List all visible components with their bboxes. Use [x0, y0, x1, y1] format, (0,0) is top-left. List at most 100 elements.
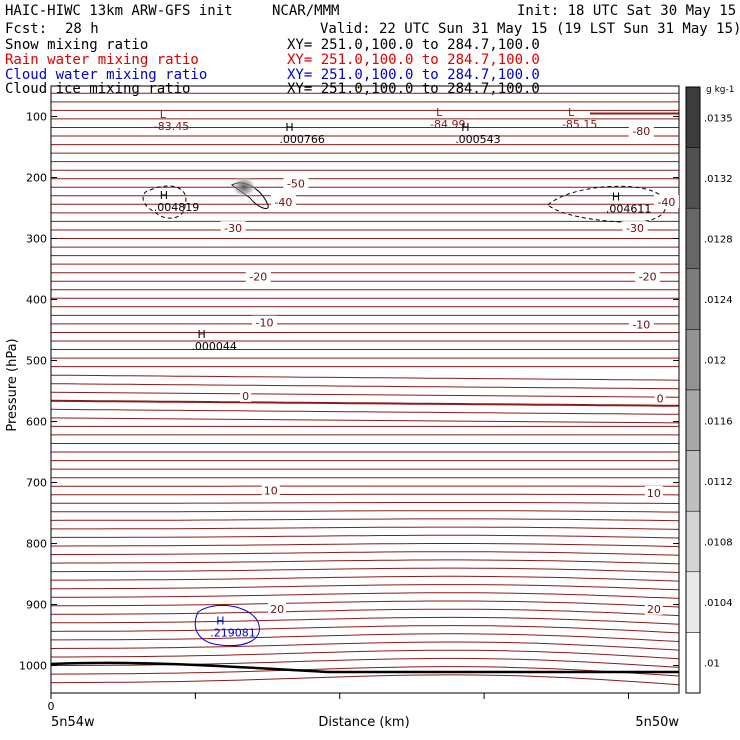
- snow-shading-blob: [231, 176, 257, 198]
- temperature-contour-label: -40: [274, 196, 292, 209]
- extremum-value: .219081: [210, 626, 256, 639]
- colorbar-label: .0132: [704, 174, 733, 185]
- colorbar: .0135 .0132 .0128 .0124 .012 .0116 .0112 .0108.…: [685, 86, 733, 694]
- extremum-value: .000044: [191, 340, 237, 353]
- extremum-value: .004819: [154, 201, 200, 214]
- temperature-contour-line: [50, 641, 680, 651]
- extremum-letter: L: [160, 108, 167, 121]
- contour-label-bg: [628, 317, 654, 331]
- forecast-label: Fcst:: [5, 21, 48, 37]
- extremum-letter: L: [568, 106, 575, 119]
- valid-time: Valid: 22 UTC Sun 31 May 15 (19 LST Sun …: [320, 21, 740, 37]
- field-cloudwater-xy: XY= 251.0,100.0 to 284.7,100.0: [287, 67, 540, 83]
- temperature-contour-line: [50, 600, 680, 608]
- cloud-ice-contours: [142, 182, 667, 647]
- y-axis-label: Pressure (hPa): [5, 338, 20, 431]
- y-tick-label: 400: [26, 294, 47, 307]
- contour-labels: -80 -50 -40 -40 -30 -30 -20 -20 -10 -10 0 0 10 10 20 20: [220, 124, 679, 616]
- temperature-contour-label: 10: [264, 484, 278, 497]
- colorbar-segment: [685, 510, 701, 573]
- contour-label-bg: [240, 388, 252, 402]
- y-tick-label: 200: [26, 172, 47, 185]
- contour-label-bg: [654, 391, 666, 405]
- temperature-contours: [50, 92, 680, 686]
- y-tick-label: 500: [26, 355, 47, 368]
- extremum-letter: H: [461, 121, 469, 134]
- temperature-contour-label: -50: [287, 178, 305, 191]
- temperature-contour-line: [50, 518, 680, 522]
- temperature-contour-label: -10: [256, 317, 274, 330]
- colorbar-label: .0116: [704, 416, 733, 427]
- forecast-hours: 28 h: [65, 21, 99, 37]
- temperature-contour-label: -30: [224, 222, 242, 235]
- contour-label-bg: [270, 194, 296, 208]
- terrain-line: [50, 661, 679, 674]
- cloud-ice-contour: [547, 185, 667, 223]
- extremum-letter: H: [612, 190, 620, 203]
- contour-label-bg: [622, 221, 648, 235]
- field-rain-name: Rain water mixing ratio: [5, 52, 199, 68]
- temperature-contour-line: [51, 575, 680, 582]
- colorbar-label: .0112: [704, 477, 733, 488]
- y-tick-label: 600: [26, 416, 47, 429]
- colorbar-segment: [685, 207, 701, 270]
- temperature-contour-line: [50, 399, 680, 407]
- colorbar-label: .0135: [704, 113, 733, 124]
- contour-label-bg: [252, 315, 278, 329]
- colorbar-segment: [685, 329, 701, 391]
- contour-label-bg: [245, 269, 271, 283]
- plot-border: [50, 85, 680, 694]
- contour-label-bg: [644, 601, 663, 615]
- colorbar-segment: [685, 632, 701, 694]
- x-tick-zero: 0: [48, 700, 55, 713]
- temperature-contour-line: [51, 584, 680, 591]
- colorbar-label: .0124: [704, 295, 733, 306]
- field-snow-xy: XY= 251.0,100.0 to 284.7,100.0: [287, 37, 540, 53]
- temperature-contour-line: [51, 543, 680, 548]
- y-tick-label: 700: [26, 477, 47, 490]
- cloud-ice-contour: [142, 185, 187, 219]
- temperature-contour-line: [51, 649, 680, 660]
- temperature-contour-line: [51, 633, 680, 642]
- temperature-contour-line: [50, 374, 680, 381]
- x-axis-label: Distance (km): [318, 715, 409, 730]
- colorbar-label: .012: [704, 356, 726, 367]
- temperature-contour-line: [50, 417, 680, 424]
- temperature-contour-line: [51, 657, 680, 668]
- temperature-contour-line: [50, 625, 680, 634]
- colorbar-label: .0104: [704, 598, 733, 609]
- colorbar-unit: g kg-1: [706, 85, 734, 95]
- temperature-contour-line: [50, 391, 680, 398]
- contour-label-bg: [644, 485, 663, 499]
- y-tick-label: 900: [26, 599, 47, 612]
- center-label: NCAR/MMM: [272, 3, 340, 19]
- extremum-value: .000766: [279, 133, 325, 146]
- extremum-value: -84.99: [430, 118, 465, 131]
- temperature-contour-line: [51, 567, 680, 573]
- colorbar-segment: [685, 147, 701, 209]
- cloud-water-contour: [194, 604, 260, 647]
- extremum-value: -83.45: [154, 120, 189, 133]
- contour-label-bg: [220, 221, 246, 235]
- x-right-location: 5n50w: [635, 715, 679, 730]
- temperature-contour-line: [51, 592, 680, 599]
- contour-label-bg: [628, 124, 654, 138]
- temperature-contour-line: [50, 383, 680, 390]
- temperature-contour-label: -30: [626, 222, 644, 235]
- temperature-contour-label: 20: [270, 603, 284, 616]
- colorbar-segment: [685, 86, 701, 148]
- temperature-contour-line: [51, 502, 680, 504]
- colorbar-label: .0108: [704, 538, 733, 549]
- init-time: Init: 18 UTC Sat 30 May 15: [517, 3, 737, 19]
- y-tick-label: 1000: [19, 660, 47, 673]
- extremum-value: .004611: [606, 202, 652, 215]
- temperature-contour-line: [51, 674, 680, 686]
- temperature-contour-label: -20: [249, 270, 267, 283]
- temperature-contour-label: 20: [647, 603, 661, 616]
- temperature-contour-label: -40: [657, 196, 675, 209]
- extremum-letter: H: [160, 189, 168, 202]
- field-cloudwater-name: Cloud water mixing ratio: [5, 67, 208, 83]
- extremum-value: .000543: [455, 133, 501, 146]
